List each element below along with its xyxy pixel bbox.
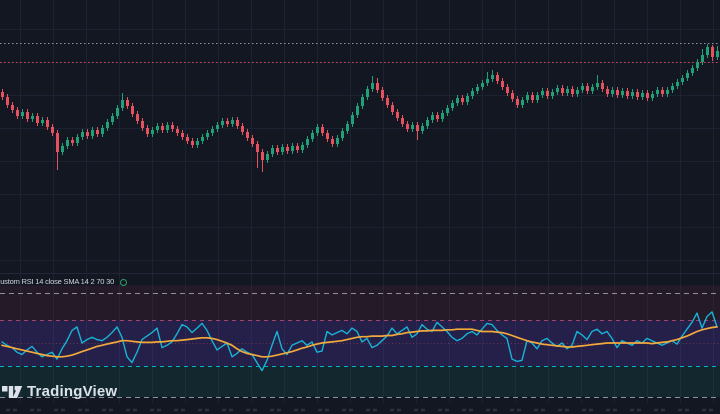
- indicator-legend-label[interactable]: Custom RSI 14 close SMA 14 2 70 30: [0, 277, 115, 286]
- grid-lines: [0, 0, 720, 403]
- rsi-level-lines: [0, 293, 720, 398]
- price-lines: [0, 43, 720, 63]
- tradingview-logo[interactable]: TradingView: [2, 383, 117, 401]
- status-circle-icon[interactable]: [120, 278, 128, 286]
- pane-separator[interactable]: [0, 273, 720, 274]
- tradingview-logo-text: TradingView: [27, 383, 118, 400]
- candlestick-series: [1, 44, 719, 172]
- indicator-legend[interactable]: Custom RSI 14 close SMA 14 2 70 30: [0, 276, 128, 288]
- rsi-zone-bands: [0, 285, 720, 398]
- sma-line: [1, 326, 718, 358]
- tradingview-logo-icon: [2, 386, 23, 398]
